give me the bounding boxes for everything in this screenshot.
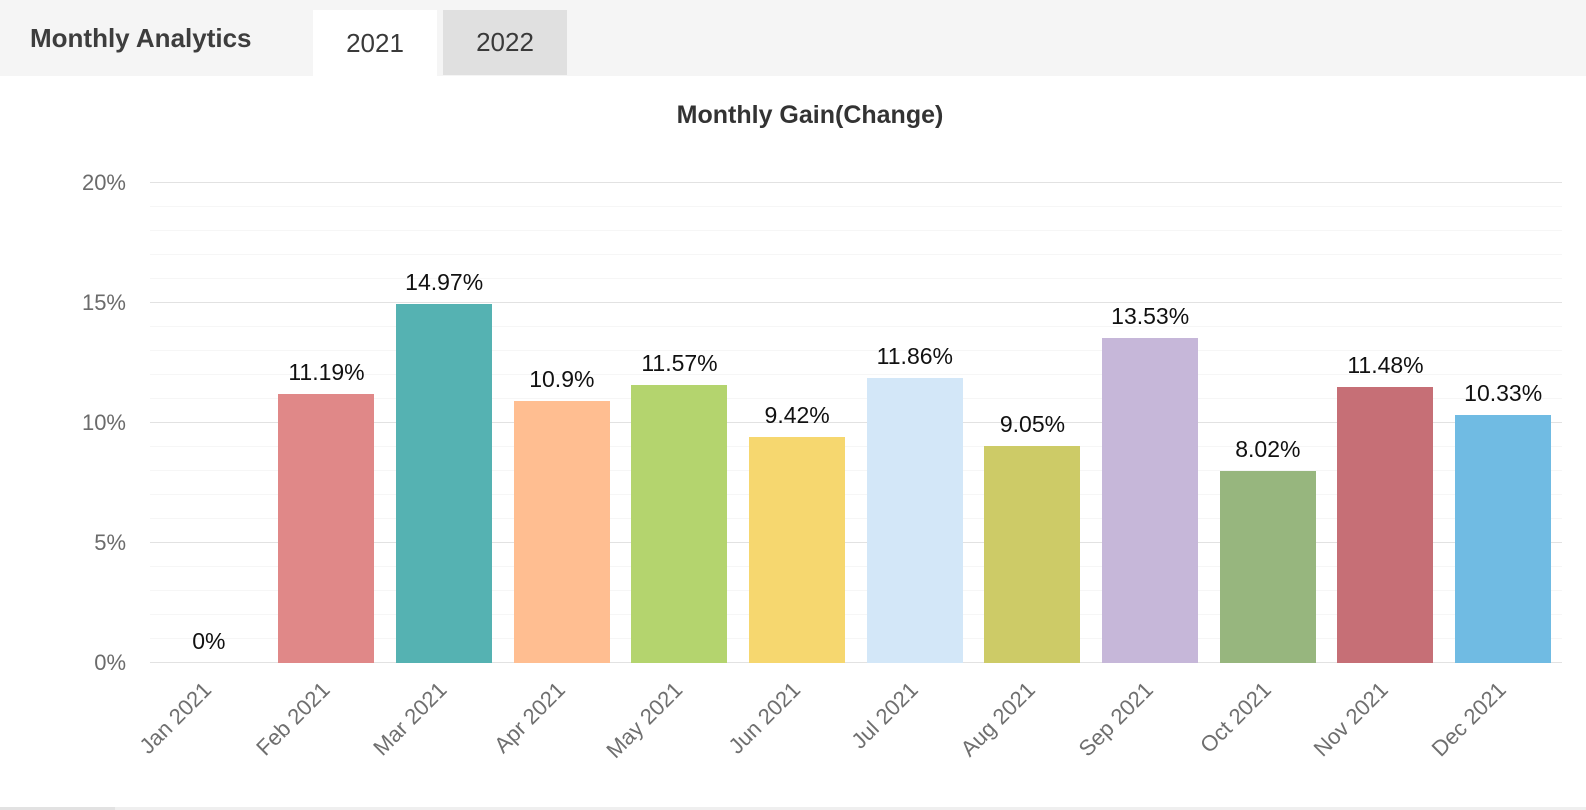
gridline-minor <box>150 278 1562 279</box>
gridline-minor <box>150 206 1562 207</box>
bar-slot-dec-2021: 10.33% <box>1444 183 1562 663</box>
gridline-major <box>150 662 1562 663</box>
gridline-minor <box>150 350 1562 351</box>
tab-2022[interactable]: 2022 <box>443 10 567 75</box>
bar-slot-oct-2021: 8.02% <box>1209 183 1327 663</box>
bar-chart-plot-area: 0% 11.19% 14.97% 10.9% 11.57% 9.42% 11.86% 9.05… <box>150 182 1562 663</box>
bottom-divider <box>0 807 1586 810</box>
gridline-minor <box>150 590 1562 591</box>
gridline-major <box>150 302 1562 303</box>
y-tick-label: 0% <box>94 650 126 675</box>
y-tick-label: 5% <box>94 530 126 555</box>
bar-value-label: 11.57% <box>641 350 718 377</box>
gridline-minor <box>150 566 1562 567</box>
bar-value-label: 8.02% <box>1235 435 1301 462</box>
y-tick-label: 10% <box>81 410 126 435</box>
gridline-minor <box>150 398 1562 399</box>
bar-slot-may-2021: 11.57% <box>621 183 739 663</box>
gridline-minor <box>150 446 1562 447</box>
bar-slot-feb-2021: 11.19% <box>268 183 386 663</box>
bar-sep-2021[interactable] <box>1102 338 1199 663</box>
gridline-minor <box>150 326 1562 327</box>
bar-slot-jun-2021: 9.42% <box>738 183 856 663</box>
bar-slot-jul-2021: 11.86% <box>856 183 974 663</box>
bar-value-label: 10.33% <box>1464 380 1543 407</box>
x-tick-label: Sep 2021 <box>1073 677 1158 762</box>
x-tick-label: Oct 2021 <box>1194 677 1276 758</box>
gridline-minor <box>150 374 1562 375</box>
x-tick-label: Aug 2021 <box>955 677 1041 762</box>
tab-2021[interactable]: 2021 <box>313 10 437 82</box>
x-tick-label: May 2021 <box>601 677 688 764</box>
bar-value-label: 11.48% <box>1347 352 1424 379</box>
bar-value-label: 10.9% <box>529 366 595 393</box>
bar-aug-2021[interactable] <box>984 445 1081 663</box>
x-tick-label: Feb 2021 <box>250 677 335 761</box>
bar-value-label: 13.53% <box>1111 303 1190 330</box>
bar-jul-2021[interactable] <box>866 378 963 663</box>
gridline-major <box>150 182 1562 183</box>
x-tick-label: Apr 2021 <box>488 677 570 758</box>
x-tick-label: Mar 2021 <box>368 677 452 761</box>
bar-jun-2021[interactable] <box>749 436 846 663</box>
page-title: Monthly Analytics <box>30 23 252 53</box>
gridline-minor <box>150 494 1562 495</box>
gridline-major <box>150 542 1562 543</box>
bar-value-label: 11.19% <box>288 359 365 386</box>
bar-slot-apr-2021: 10.9% <box>503 183 621 663</box>
y-tick-label: 20% <box>81 170 126 195</box>
bar-value-label: 9.42% <box>764 401 830 428</box>
bar-may-2021[interactable] <box>631 385 728 663</box>
bar-slot-sep-2021: 13.53% <box>1091 183 1209 663</box>
bar-oct-2021[interactable] <box>1219 470 1316 663</box>
gridline-minor <box>150 518 1562 519</box>
bar-apr-2021[interactable] <box>513 401 610 663</box>
gridline-minor <box>150 614 1562 615</box>
gridline-minor <box>150 254 1562 255</box>
gridline-major <box>150 422 1562 423</box>
x-tick-label: Jun 2021 <box>723 677 805 759</box>
bar-slot-nov-2021: 11.48% <box>1327 183 1445 663</box>
bar-dec-2021[interactable] <box>1455 415 1552 663</box>
bar-mar-2021[interactable] <box>396 303 493 663</box>
x-tick-label: Jul 2021 <box>846 677 923 754</box>
bar-value-label: 0% <box>192 628 226 654</box>
chart-title: Monthly Gain(Change) <box>676 101 944 129</box>
bar-value-label: 14.97% <box>405 268 484 295</box>
x-tick-label: Jan 2021 <box>134 677 217 759</box>
gridline-minor <box>150 638 1562 639</box>
bar-value-label: 11.86% <box>876 343 953 370</box>
gridline-minor <box>150 470 1562 471</box>
bar-nov-2021[interactable] <box>1337 387 1434 663</box>
gridline-minor <box>150 230 1562 231</box>
bar-slot-mar-2021: 14.97% <box>385 183 503 663</box>
bar-value-label: 9.05% <box>999 410 1066 437</box>
bar-slot-aug-2021: 9.05% <box>974 183 1092 663</box>
x-tick-label: Dec 2021 <box>1426 677 1511 762</box>
y-axis: 0% 5% 10% 15% 20% <box>0 170 138 675</box>
y-tick-label: 15% <box>81 290 126 315</box>
tab-bar: Monthly Analytics 2021 2022 <box>0 0 1586 82</box>
bar-feb-2021[interactable] <box>278 394 375 663</box>
x-tick-label: Nov 2021 <box>1308 677 1394 762</box>
x-axis: Jan 2021 Feb 2021 Mar 2021 Apr 2021 May 2021… <box>135 663 1562 803</box>
bar-slot-jan-2021: 0% <box>150 183 268 663</box>
bottom-divider-left <box>0 807 115 810</box>
